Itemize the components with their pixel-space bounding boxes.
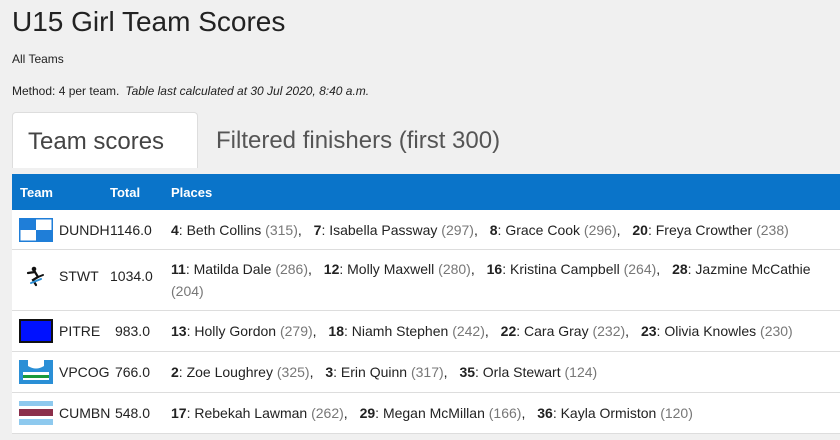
team-places: 2: Zoe Loughrey (325), 3: Erin Quinn (31… (171, 361, 831, 383)
team-total: 1146.0 (110, 222, 152, 238)
method-line: Method: 4 per team. Table last calculated… (12, 84, 369, 98)
place-entry: 11: Matilda Dale (286), (171, 261, 312, 277)
tab-filtered-finishers[interactable]: Filtered finishers (first 300) (216, 127, 501, 154)
vpcog-team-logo (19, 360, 53, 384)
place-entry: 36: Kayla Ormiston (120) (537, 405, 693, 421)
place-entry: 29: Megan McMillan (166), (359, 405, 526, 421)
team-code[interactable]: STWT (59, 268, 99, 284)
team-code[interactable]: PITRE (59, 323, 101, 339)
team-places: 4: Beth Collins (315), 7: Isabella Passw… (171, 219, 831, 241)
column-header-total[interactable]: Total (110, 185, 141, 200)
table-header: Team Total Places (12, 174, 840, 210)
team-code[interactable]: DUNDH (59, 222, 110, 238)
place-entry: 16: Kristina Campbell (264), (486, 261, 661, 277)
place-entry: 2: Zoe Loughrey (325), (171, 364, 314, 380)
calculated-text: Table last calculated at 30 Jul 2020, 8:… (125, 84, 370, 98)
place-entry: 28: Jazmine McCathie (204) (171, 261, 811, 299)
tab-team-scores[interactable]: Team scores (12, 112, 198, 168)
team-total: 1034.0 (110, 268, 153, 284)
column-header-team[interactable]: Team (20, 185, 53, 200)
pitre-team-logo (19, 319, 53, 343)
page-subtitle: All Teams (12, 52, 64, 66)
place-entry: 4: Beth Collins (315), (171, 222, 302, 238)
place-entry: 12: Molly Maxwell (280), (323, 261, 475, 277)
method-text: Method: 4 per team. (12, 84, 120, 98)
table-row: PITRE 983.0 13: Holly Gordon (279), 18: … (12, 311, 840, 352)
place-entry: 17: Rebekah Lawman (262), (171, 405, 348, 421)
team-total: 983.0 (114, 323, 150, 339)
team-code[interactable]: CUMBN (59, 405, 111, 421)
tab-bar: Team scores Filtered finishers (first 30… (12, 112, 516, 168)
place-entry: 7: Isabella Passway (297), (313, 222, 478, 238)
team-places: 17: Rebekah Lawman (262), 29: Megan McMi… (171, 402, 831, 424)
place-entry: 35: Orla Stewart (124) (459, 364, 598, 380)
place-entry: 22: Cara Gray (232), (500, 323, 630, 339)
place-entry: 20: Freya Crowther (238) (632, 222, 789, 238)
dundh-team-logo (19, 218, 53, 242)
team-total: 766.0 (114, 364, 150, 380)
place-entry: 13: Holly Gordon (279), (171, 323, 317, 339)
table-row: STWT 1034.0 11: Matilda Dale (286), 12: … (12, 250, 840, 311)
table-row: CUMBN 548.0 17: Rebekah Lawman (262), 29… (12, 393, 840, 434)
place-entry: 8: Grace Cook (296), (489, 222, 621, 238)
cumbn-team-logo (19, 401, 53, 425)
table-row: DUNDH 1146.0 4: Beth Collins (315), 7: I… (12, 210, 840, 250)
team-total: 548.0 (114, 405, 150, 421)
team-code[interactable]: VPCOG (59, 364, 110, 380)
place-entry: 3: Erin Quinn (317), (325, 364, 448, 380)
place-entry: 18: Niamh Stephen (242), (328, 323, 489, 339)
column-header-places: Places (171, 185, 213, 200)
page-title: U15 Girl Team Scores (12, 6, 286, 37)
table-row: VPCOG 766.0 2: Zoe Loughrey (325), 3: Er… (12, 352, 840, 393)
team-places: 11: Matilda Dale (286), 12: Molly Maxwel… (171, 258, 831, 302)
place-entry: 23: Olivia Knowles (230) (640, 323, 793, 339)
team-scores-table: Team Total Places DUNDH 1146.0 4: Beth C… (12, 174, 840, 434)
team-places: 13: Holly Gordon (279), 18: Niamh Stephe… (171, 320, 831, 342)
stwt-team-logo (19, 264, 53, 288)
